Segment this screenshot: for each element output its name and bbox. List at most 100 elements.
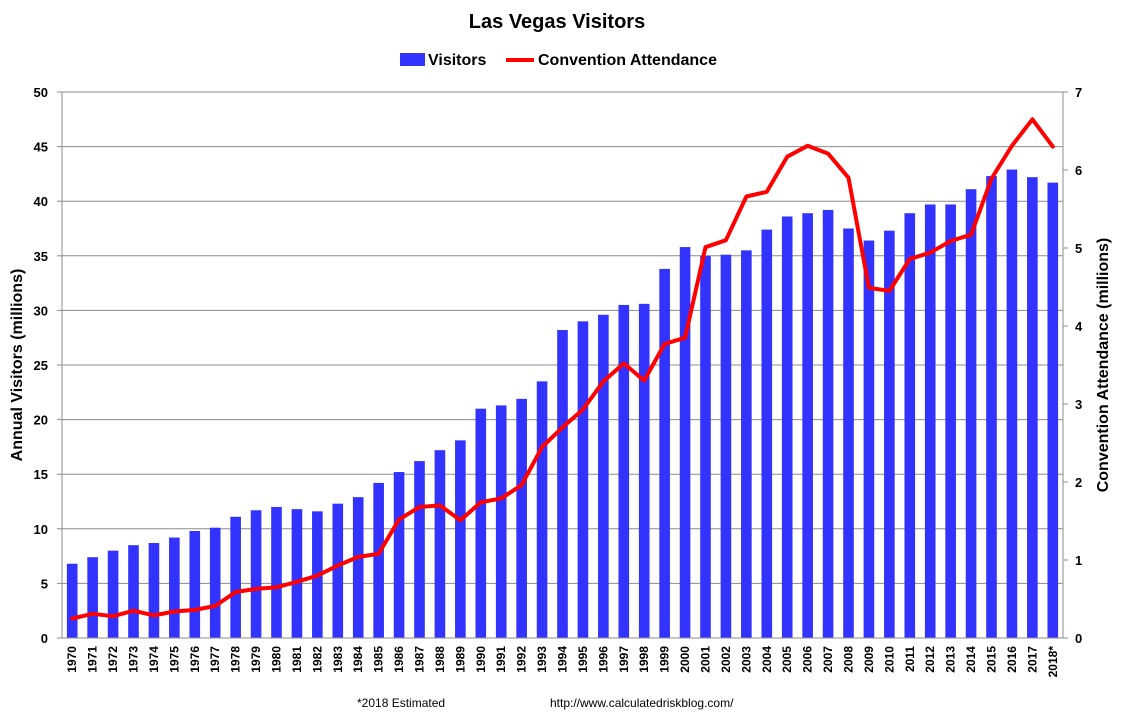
x-tick-label: 1991 bbox=[494, 646, 508, 673]
y-tick-label: 50 bbox=[34, 85, 48, 100]
x-tick-label: 2014 bbox=[964, 646, 978, 673]
bar-visitors-1991 bbox=[495, 405, 507, 638]
bar-visitors-1985 bbox=[373, 482, 384, 638]
bar-visitors-2007 bbox=[822, 209, 834, 638]
x-tick-label: 1994 bbox=[556, 646, 570, 673]
x-tick-label: 2005 bbox=[780, 646, 794, 673]
bar-visitors-2002 bbox=[720, 254, 732, 638]
x-tick-label: 2001 bbox=[699, 646, 713, 673]
x-tick-label: 1993 bbox=[535, 646, 549, 673]
x-tick-label: 2013 bbox=[944, 646, 958, 673]
bar-visitors-1980 bbox=[271, 506, 282, 638]
x-tick-label: 2018* bbox=[1046, 646, 1060, 678]
x-tick-label: 1984 bbox=[351, 646, 365, 673]
bar-visitors-1973 bbox=[128, 545, 139, 638]
convention-line bbox=[70, 117, 1055, 621]
bar-visitors-1971 bbox=[87, 557, 98, 638]
y-tick-label: 30 bbox=[34, 303, 48, 318]
chart-title: Las Vegas Visitors bbox=[469, 11, 645, 33]
bar-visitors-1976 bbox=[189, 530, 201, 638]
bar-visitors-1978 bbox=[230, 516, 241, 638]
legend: Visitors Convention Attendance bbox=[400, 52, 717, 69]
x-tick-label: 1997 bbox=[617, 646, 631, 673]
x-tick-label: 2002 bbox=[719, 646, 733, 673]
x-tick-label: 1992 bbox=[515, 646, 529, 673]
x-tick-label: 1970 bbox=[65, 646, 79, 673]
x-tick-label: 1987 bbox=[413, 646, 427, 673]
x-tick-label: 1980 bbox=[270, 646, 284, 673]
y-tick-label: 45 bbox=[34, 140, 48, 155]
x-tick-label: 2000 bbox=[678, 646, 692, 673]
x-tick-label: 1989 bbox=[453, 646, 467, 673]
y2-tick-label: 3 bbox=[1075, 397, 1082, 412]
x-tick-label: 1975 bbox=[167, 646, 181, 673]
bar-visitors-1981 bbox=[291, 509, 303, 638]
x-tick-label: 1990 bbox=[474, 646, 488, 673]
bar-visitors-1994 bbox=[557, 330, 568, 638]
x-tick-label: 2009 bbox=[862, 646, 876, 673]
x-tick-label: 1978 bbox=[229, 646, 243, 673]
x-tick-label: 1972 bbox=[106, 646, 120, 673]
x-tick-label: 1982 bbox=[310, 646, 324, 673]
x-tick-label: 1999 bbox=[658, 646, 672, 673]
x-tick-label: 1983 bbox=[331, 646, 345, 673]
bar-visitors-1977 bbox=[209, 527, 221, 638]
x-tick-label: 1998 bbox=[637, 646, 651, 673]
bar-visitors-1979 bbox=[250, 510, 262, 638]
axes bbox=[57, 91, 1068, 639]
bar-visitors-2016 bbox=[1006, 169, 1018, 639]
y2-axis-title: Convention Attendance (millions) bbox=[1095, 238, 1112, 493]
y2-tick-label: 4 bbox=[1075, 319, 1083, 334]
bar-visitors-1983 bbox=[332, 503, 344, 638]
y-tick-label: 25 bbox=[34, 358, 48, 373]
x-tick-label: 2012 bbox=[923, 646, 937, 673]
bar-visitors-1993 bbox=[536, 381, 548, 638]
x-tick-label: 2015 bbox=[985, 646, 999, 673]
y2-tick-label: 6 bbox=[1075, 163, 1082, 178]
bar-visitors-2014 bbox=[965, 189, 977, 639]
bar-visitors-2005 bbox=[781, 216, 793, 638]
y-tick-labels: 0 5 10 15 20 25 30 35 40 45 50 bbox=[34, 85, 48, 646]
x-tick-label: 2011 bbox=[903, 646, 917, 672]
bars bbox=[66, 169, 1059, 639]
x-tick-label: 2016 bbox=[1005, 646, 1019, 673]
y2-tick-label: 0 bbox=[1075, 631, 1082, 646]
bar-visitors-1997 bbox=[618, 304, 630, 638]
bar-visitors-1999 bbox=[659, 268, 670, 638]
bar-visitors-1992 bbox=[516, 398, 527, 638]
bar-visitors-2012 bbox=[924, 204, 936, 638]
y2-tick-label: 2 bbox=[1075, 475, 1082, 490]
y-tick-label: 5 bbox=[41, 576, 48, 591]
x-tick-label: 1977 bbox=[208, 646, 222, 673]
legend-label-visitors: Visitors bbox=[428, 52, 487, 69]
bar-visitors-1987 bbox=[414, 461, 425, 638]
bar-visitors-2017 bbox=[1027, 177, 1038, 638]
y2-tick-label: 7 bbox=[1075, 85, 1082, 100]
bar-visitors-1972 bbox=[107, 550, 119, 638]
y2-tick-label: 5 bbox=[1075, 241, 1082, 256]
bar-visitors-1990 bbox=[475, 408, 487, 638]
source-url: http://www.calculatedriskblog.com/ bbox=[550, 696, 734, 710]
bar-visitors-1974 bbox=[148, 542, 160, 638]
y-tick-label: 35 bbox=[34, 249, 48, 264]
bar-visitors-2015 bbox=[986, 176, 997, 639]
x-tick-label: 2006 bbox=[801, 646, 815, 673]
x-tick-label: 1988 bbox=[433, 646, 447, 673]
bar-visitors-1984 bbox=[352, 497, 364, 638]
x-tick-labels: 1970 1971 1972 1973 1974 1975 1976 1977 1978 1979… bbox=[65, 646, 1060, 678]
bar-visitors-2010 bbox=[884, 230, 895, 638]
y-tick-label: 15 bbox=[34, 467, 48, 482]
x-tick-label: 1976 bbox=[188, 646, 202, 673]
y-tick-label: 40 bbox=[34, 194, 48, 209]
bar-visitors-2000 bbox=[679, 247, 691, 638]
y-tick-label: 0 bbox=[41, 631, 48, 646]
y-tick-label: 10 bbox=[34, 522, 48, 537]
x-tick-label: 1973 bbox=[127, 646, 141, 673]
bar-visitors-1995 bbox=[577, 321, 589, 638]
x-tick-label: 2017 bbox=[1025, 646, 1039, 673]
x-tick-label: 1971 bbox=[86, 646, 100, 673]
y2-tick-label: 1 bbox=[1075, 553, 1082, 568]
x-tick-label: 2008 bbox=[842, 646, 856, 673]
bar-visitors-1975 bbox=[169, 537, 180, 638]
